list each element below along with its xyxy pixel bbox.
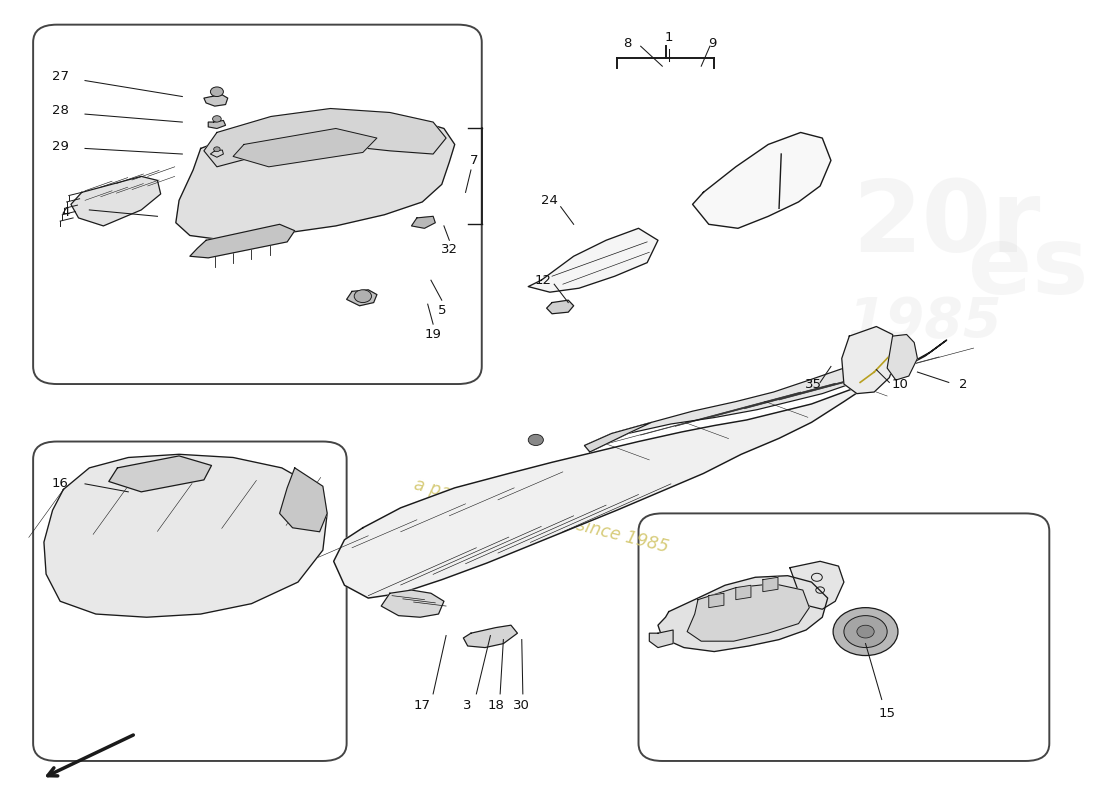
Polygon shape: [693, 133, 830, 228]
Text: 7: 7: [470, 154, 478, 167]
Text: 8: 8: [624, 37, 631, 50]
Polygon shape: [547, 300, 574, 314]
Text: 3: 3: [463, 698, 472, 711]
Polygon shape: [44, 454, 327, 618]
Circle shape: [857, 626, 874, 638]
Text: 20r: 20r: [852, 176, 1041, 273]
Polygon shape: [382, 590, 444, 618]
Text: 24: 24: [541, 194, 559, 207]
Polygon shape: [190, 224, 295, 258]
Circle shape: [528, 434, 543, 446]
Polygon shape: [790, 562, 844, 610]
Text: 19: 19: [425, 328, 441, 341]
Circle shape: [354, 290, 372, 302]
Text: 35: 35: [805, 378, 822, 390]
Polygon shape: [109, 456, 211, 492]
Text: 28: 28: [52, 105, 68, 118]
Text: 32: 32: [441, 243, 458, 256]
Circle shape: [212, 116, 221, 122]
Circle shape: [210, 87, 223, 97]
Text: 5: 5: [438, 304, 446, 317]
Polygon shape: [176, 114, 454, 240]
Circle shape: [213, 147, 220, 152]
Polygon shape: [708, 594, 724, 608]
Polygon shape: [333, 340, 947, 598]
Polygon shape: [463, 626, 517, 647]
Polygon shape: [584, 422, 651, 452]
Text: 1985: 1985: [848, 294, 1002, 349]
Polygon shape: [411, 216, 436, 228]
Polygon shape: [842, 326, 898, 394]
Polygon shape: [279, 468, 327, 532]
Text: 12: 12: [535, 274, 552, 286]
Text: 4: 4: [62, 206, 69, 219]
Text: a passion for parts since 1985: a passion for parts since 1985: [412, 475, 670, 556]
Text: 30: 30: [514, 698, 530, 711]
Text: 29: 29: [52, 139, 68, 153]
Polygon shape: [762, 578, 778, 592]
Polygon shape: [210, 150, 223, 158]
Polygon shape: [204, 95, 228, 106]
Polygon shape: [584, 342, 909, 452]
Polygon shape: [208, 121, 226, 129]
Text: 1: 1: [664, 31, 673, 44]
Text: es: es: [968, 222, 1088, 314]
Text: 2: 2: [958, 378, 967, 390]
Polygon shape: [658, 576, 827, 651]
Polygon shape: [346, 290, 377, 306]
Text: 9: 9: [707, 37, 716, 50]
Text: 27: 27: [52, 70, 68, 83]
Circle shape: [844, 616, 888, 647]
Polygon shape: [688, 584, 810, 641]
Polygon shape: [736, 586, 751, 600]
Text: 15: 15: [879, 706, 895, 719]
Circle shape: [833, 608, 898, 655]
Text: 10: 10: [892, 378, 909, 390]
Polygon shape: [528, 228, 658, 292]
Polygon shape: [204, 109, 447, 167]
Polygon shape: [72, 176, 161, 226]
Polygon shape: [888, 334, 917, 380]
Text: 17: 17: [414, 698, 431, 711]
Polygon shape: [649, 630, 673, 647]
Text: 16: 16: [52, 478, 68, 490]
Polygon shape: [233, 129, 377, 167]
Text: 18: 18: [487, 698, 504, 711]
